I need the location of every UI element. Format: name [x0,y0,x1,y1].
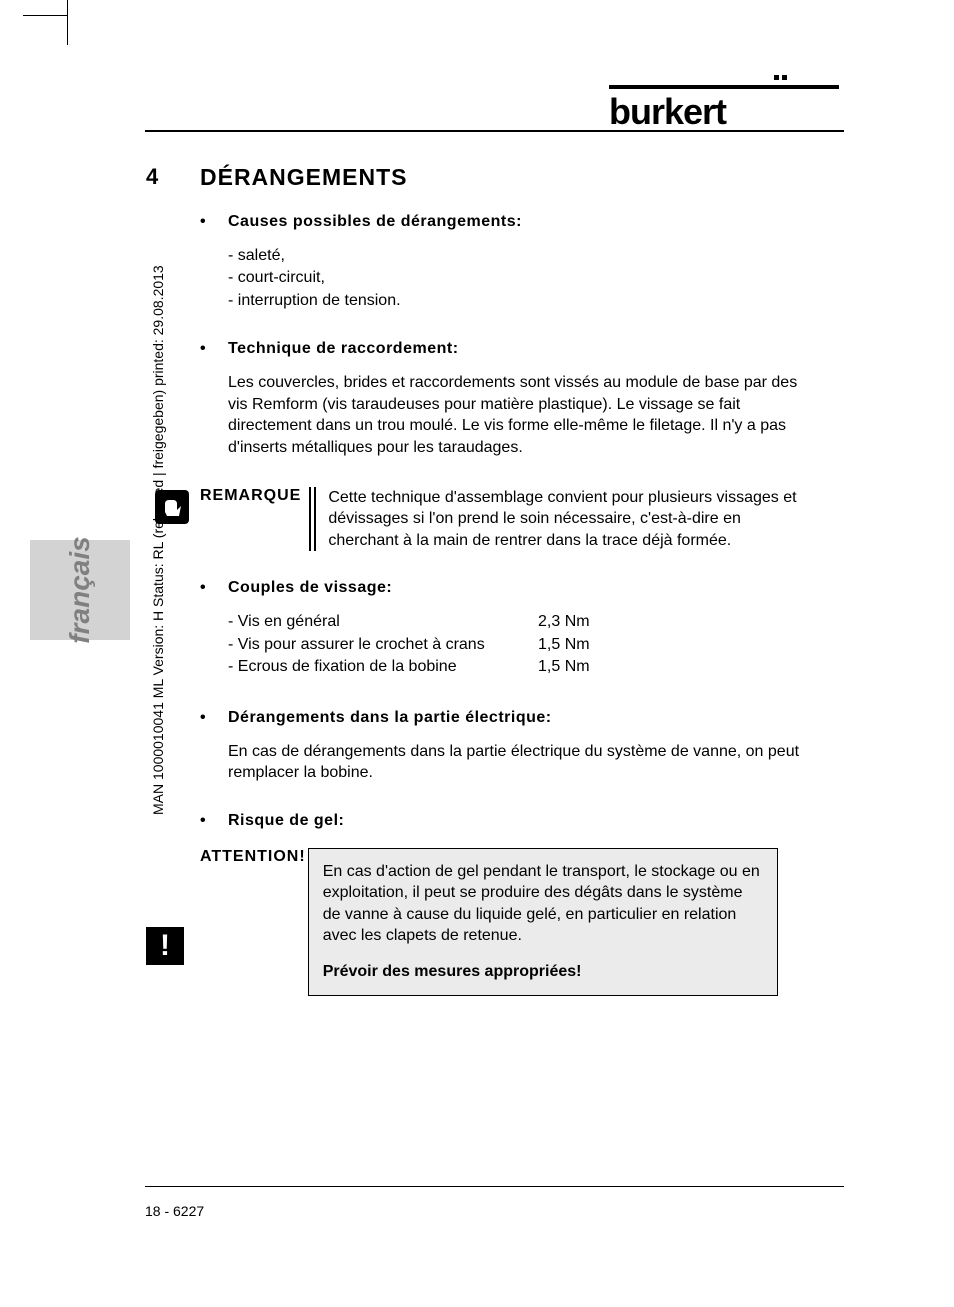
technique-heading: Technique de raccordement: [228,340,459,357]
page-title: DÉRANGEMENTS [200,164,800,191]
torque-value: 1,5 Nm [538,656,618,678]
header-rule [145,130,844,132]
table-row: - Vis en général 2,3 Nm [228,611,800,633]
attention-box: En cas d'action de gel pendant le transp… [308,848,778,996]
attention-text: En cas d'action de gel pendant le transp… [323,863,760,945]
language-tab-text: français [64,536,96,643]
remarque-block: REMARQUE Cette technique d'assemblage co… [200,487,800,552]
cause-item: - court-circuit, [228,267,800,289]
torque-label: - Ecrous de fixation de la bobine [228,656,538,678]
remarque-bars [307,487,324,552]
torque-label: - Vis pour assurer le crochet à crans [228,634,538,656]
remarque-label: REMARQUE [200,487,307,505]
language-tab: français [30,540,130,640]
torque-heading: Couples de vissage: [228,579,392,596]
torque-label: - Vis en général [228,611,538,633]
torque-table: - Vis en général 2,3 Nm - Vis pour assur… [228,611,800,678]
logo-text: burkert [609,91,726,132]
bullet-marker: • [200,340,228,358]
torque-value: 1,5 Nm [538,634,618,656]
bullet-marker: • [200,812,228,830]
bullet-marker: • [200,709,228,727]
cause-item: - interruption de tension. [228,290,800,312]
cause-item: - saleté, [228,245,800,267]
bullet-frost: • Risque de gel: [200,812,800,830]
document-meta-vertical: MAN 1000010041 ML Version: H Status: RL … [150,265,166,815]
bullet-torque: • Couples de vissage: [200,579,800,597]
content-area: DÉRANGEMENTS • Causes possibles de déran… [200,164,800,996]
table-row: - Vis pour assurer le crochet à crans 1,… [228,634,800,656]
bullet-electrical: • Dérangements dans la partie électrique… [200,709,800,727]
attention-bold: Prévoir des mesures appropriées! [323,961,763,983]
table-row: - Ecrous de fixation de la bobine 1,5 Nm [228,656,800,678]
warning-icon: ! [146,927,184,965]
electrical-text: En cas de dérangements dans la partie él… [228,741,800,784]
footer-page-number: 18 - 6227 [145,1203,204,1219]
footer-rule [145,1186,844,1187]
torque-value: 2,3 Nm [538,611,618,633]
bullet-technique: • Technique de raccordement: [200,340,800,358]
bullet-causes: • Causes possibles de dérangements: [200,213,800,231]
attention-block: ATTENTION! En cas d'action de gel pendan… [200,848,800,996]
bullet-marker: • [200,579,228,597]
remarque-text: Cette technique d'assemblage convient po… [324,487,800,552]
hand-icon [155,490,189,524]
logo: burkert [609,85,839,133]
causes-heading: Causes possibles de dérangements: [228,213,522,230]
crop-marks [55,0,85,65]
section-number: 4 [146,164,158,190]
bullet-marker: • [200,213,228,231]
technique-text: Les couvercles, brides et raccordements … [228,372,800,458]
frost-heading: Risque de gel: [228,812,344,829]
causes-list: - saleté, - court-circuit, - interruptio… [228,245,800,312]
electrical-heading: Dérangements dans la partie électrique: [228,709,552,726]
attention-label: ATTENTION! [200,848,306,866]
